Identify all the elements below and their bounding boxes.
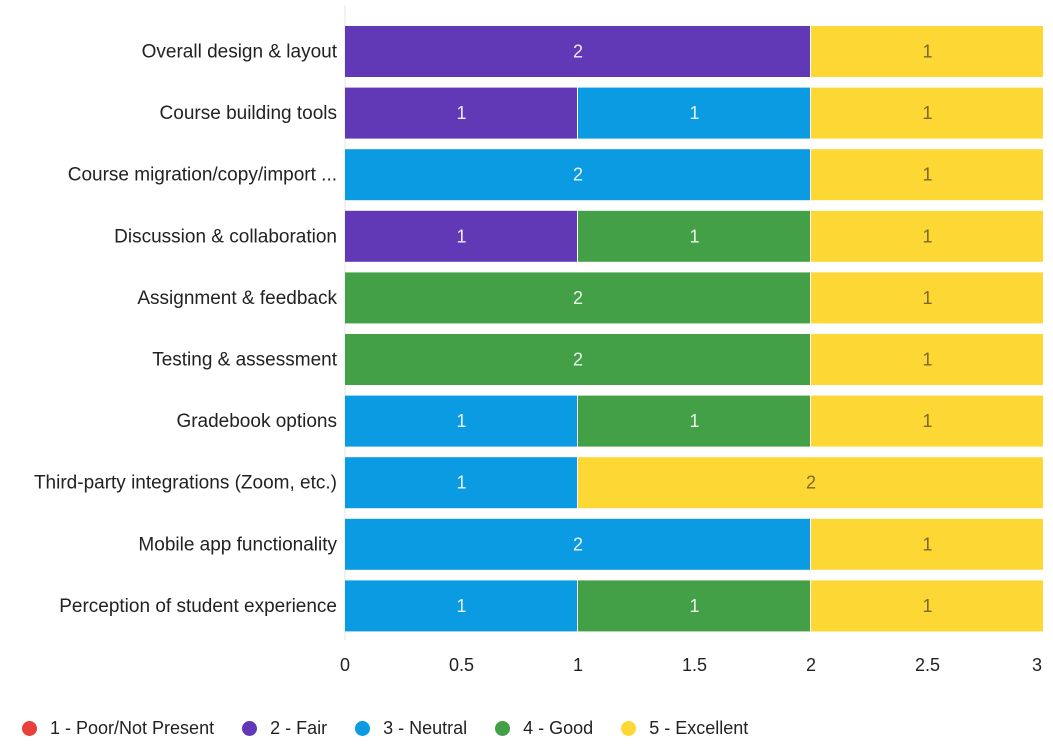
data-label: 1 bbox=[456, 596, 466, 616]
legend-item[interactable]: 1 - Poor/Not Present bbox=[22, 718, 214, 739]
data-label: 1 bbox=[922, 350, 932, 370]
bar-segment[interactable] bbox=[345, 210, 577, 262]
category-label: Third-party integrations (Zoom, etc.) bbox=[34, 473, 337, 494]
category-labels: Overall design & layout Course building t… bbox=[34, 42, 338, 617]
data-label: 1 bbox=[922, 288, 932, 308]
category-label: Testing & assessment bbox=[152, 350, 338, 371]
data-label: 2 bbox=[573, 165, 583, 185]
x-tick-label: 1 bbox=[573, 655, 583, 675]
category-label: Course building tools bbox=[160, 103, 337, 124]
bar-segment[interactable] bbox=[811, 580, 1043, 632]
bar-segment[interactable] bbox=[811, 518, 1043, 570]
category-label: Overall design & layout bbox=[142, 42, 338, 63]
bar-segment[interactable] bbox=[811, 26, 1043, 77]
category-label: Discussion & collaboration bbox=[114, 226, 337, 247]
x-tick-label: 3 bbox=[1032, 655, 1042, 675]
legend-swatch bbox=[495, 721, 511, 736]
bar-segment[interactable] bbox=[345, 149, 810, 201]
bar-segment[interactable] bbox=[578, 580, 810, 632]
x-tick-label: 2 bbox=[806, 655, 816, 675]
legend-label: 2 - Fair bbox=[270, 718, 328, 738]
bar-segment[interactable] bbox=[345, 87, 577, 139]
category-label: Mobile app functionality bbox=[138, 534, 337, 555]
legend-label: 5 - Excellent bbox=[649, 718, 749, 738]
data-label: 1 bbox=[922, 226, 932, 246]
category-label: Course migration/copy/import ... bbox=[68, 165, 337, 186]
data-label: 2 bbox=[573, 288, 583, 308]
bar-segment[interactable] bbox=[811, 334, 1043, 385]
bar-segment[interactable] bbox=[345, 395, 577, 447]
legend-swatch bbox=[22, 721, 37, 736]
bar-segment[interactable] bbox=[811, 272, 1043, 324]
category-label: Gradebook options bbox=[176, 411, 337, 432]
data-label: 1 bbox=[922, 596, 932, 616]
x-axis-ticks: 0 0.5 1 1.5 2 2.5 3 bbox=[340, 655, 1042, 675]
data-label: 2 bbox=[806, 473, 816, 493]
legend-label: 1 - Poor/Not Present bbox=[50, 718, 215, 738]
data-label: 2 bbox=[573, 534, 583, 554]
data-label: 1 bbox=[689, 103, 699, 123]
x-tick-label: 2.5 bbox=[915, 655, 940, 675]
bars-group: 2 1 1 1 1 2 1 1 1 1 2 1 2 1 1 1 1 1 2 2 1 1 1 1 bbox=[345, 26, 1043, 632]
stacked-bar-chart: 2 1 1 1 1 2 1 1 1 1 2 1 2 1 1 1 1 1 2 2 1 1 1 1 Overall design … bbox=[34, 5, 1043, 675]
data-label: 1 bbox=[456, 226, 466, 246]
bar-segment[interactable] bbox=[578, 210, 810, 262]
bar-segment[interactable] bbox=[578, 457, 1043, 509]
data-label: 1 bbox=[456, 473, 466, 493]
data-label: 1 bbox=[922, 411, 932, 431]
x-tick-label: 0.5 bbox=[449, 655, 474, 675]
data-label: 1 bbox=[456, 103, 466, 123]
data-label: 1 bbox=[456, 411, 466, 431]
legend-swatch bbox=[355, 721, 371, 736]
bar-segment[interactable] bbox=[578, 395, 810, 447]
bar-segment[interactable] bbox=[811, 210, 1043, 262]
data-label: 2 bbox=[573, 42, 583, 62]
data-label: 2 bbox=[573, 350, 583, 370]
legend-item[interactable]: 2 - Fair bbox=[242, 718, 327, 739]
legend-swatch bbox=[621, 721, 637, 736]
data-label: 1 bbox=[922, 42, 932, 62]
bar-segment[interactable] bbox=[345, 334, 810, 385]
data-label: 1 bbox=[922, 103, 932, 123]
legend-swatch bbox=[242, 721, 258, 736]
legend-item[interactable]: 4 - Good bbox=[495, 718, 593, 739]
data-label: 1 bbox=[689, 596, 699, 616]
bar-segment[interactable] bbox=[345, 457, 577, 509]
x-tick-label: 1.5 bbox=[682, 655, 707, 675]
legend-label: 4 - Good bbox=[523, 718, 594, 738]
bar-segment[interactable] bbox=[345, 26, 810, 77]
legend: 1 - Poor/Not Present 2 - Fair 3 - Neutral 4… bbox=[22, 718, 776, 739]
x-tick-label: 0 bbox=[340, 655, 350, 675]
data-label: 1 bbox=[689, 411, 699, 431]
legend-item[interactable]: 3 - Neutral bbox=[355, 718, 467, 739]
category-label: Perception of student experience bbox=[59, 596, 337, 617]
category-label: Assignment & feedback bbox=[137, 288, 337, 309]
legend-label: 3 - Neutral bbox=[383, 718, 468, 738]
bar-segment[interactable] bbox=[811, 395, 1043, 447]
bar-segment[interactable] bbox=[578, 87, 810, 139]
legend-item[interactable]: 5 - Excellent bbox=[621, 718, 748, 739]
bar-segment[interactable] bbox=[345, 272, 810, 324]
bar-segment[interactable] bbox=[811, 87, 1043, 139]
data-label: 1 bbox=[922, 534, 932, 554]
bar-segment[interactable] bbox=[345, 518, 810, 570]
bar-segment[interactable] bbox=[811, 149, 1043, 201]
bar-segment[interactable] bbox=[345, 580, 577, 632]
data-label: 1 bbox=[689, 226, 699, 246]
data-label: 1 bbox=[922, 165, 932, 185]
